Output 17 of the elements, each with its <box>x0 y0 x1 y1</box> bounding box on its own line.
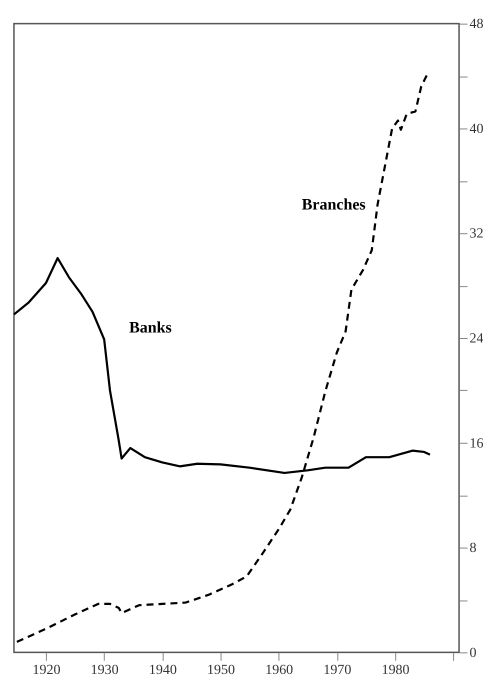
x-tick-label: 1970 <box>323 662 352 678</box>
line-series <box>16 74 428 643</box>
x-tick-label: 1950 <box>207 662 235 678</box>
series-label: Banks <box>129 319 172 336</box>
y-tick-label: 0 <box>470 646 477 661</box>
y-tick-label: 40 <box>470 122 483 137</box>
x-tick-label: 1940 <box>148 662 177 678</box>
series-label: Branches <box>302 196 366 214</box>
y-tick-label: 32 <box>470 226 483 242</box>
y-tick-label: 24 <box>470 331 483 346</box>
x-tick-label: 1920 <box>32 662 60 678</box>
x-tick-label: 1980 <box>382 662 410 678</box>
x-tick-label: 1960 <box>265 662 294 678</box>
x-tick-label: 1930 <box>90 662 119 678</box>
y-tick-label: 16 <box>470 436 483 452</box>
y-tick-label: 48 <box>470 17 483 32</box>
y-tick-label: 8 <box>470 541 477 556</box>
